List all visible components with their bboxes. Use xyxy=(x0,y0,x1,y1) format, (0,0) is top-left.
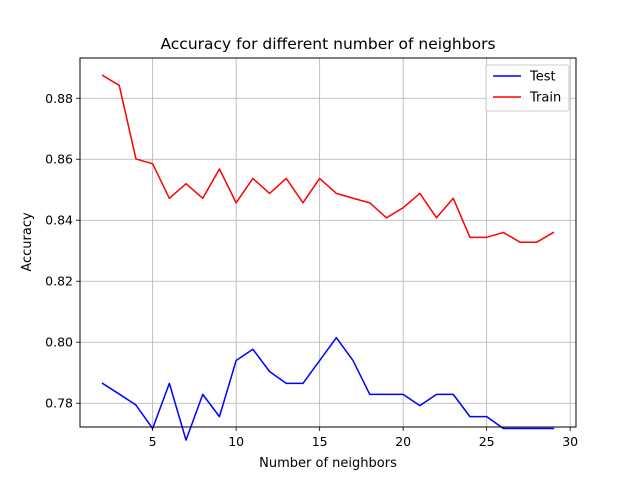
x-axis-label: Number of neighbors xyxy=(259,456,397,471)
x-tick-label: 10 xyxy=(228,434,244,449)
plot-area-frame xyxy=(79,57,577,428)
legend: Test Train xyxy=(485,64,570,112)
x-tick-label: 25 xyxy=(479,434,495,449)
y-tick-label: 0.84 xyxy=(45,213,73,228)
chart-title: Accuracy for different number of neighbo… xyxy=(160,35,495,53)
y-tick-label: 0.82 xyxy=(45,274,73,289)
legend-label-test: Test xyxy=(529,70,556,85)
legend-label-train: Train xyxy=(529,91,561,106)
grid-lines xyxy=(80,58,576,427)
x-tick-label: 30 xyxy=(562,434,578,449)
y-axis-label: Accuracy xyxy=(20,212,35,272)
series-line-test xyxy=(101,336,555,441)
y-tick-label: 0.88 xyxy=(45,91,73,106)
x-tick-label: 20 xyxy=(395,434,411,449)
y-tick-label: 0.86 xyxy=(45,152,73,167)
x-tick-label: 15 xyxy=(312,434,328,449)
series-line-train xyxy=(101,74,555,243)
y-tick-label: 0.80 xyxy=(45,335,73,350)
series-layer xyxy=(101,74,555,441)
x-tick-label: 5 xyxy=(149,434,157,449)
axis-ticks: 5 10 15 20 25 30 0.78 0.80 0.82 0.84 0.86 0.88 xyxy=(45,91,578,449)
y-tick-label: 0.78 xyxy=(45,396,73,411)
